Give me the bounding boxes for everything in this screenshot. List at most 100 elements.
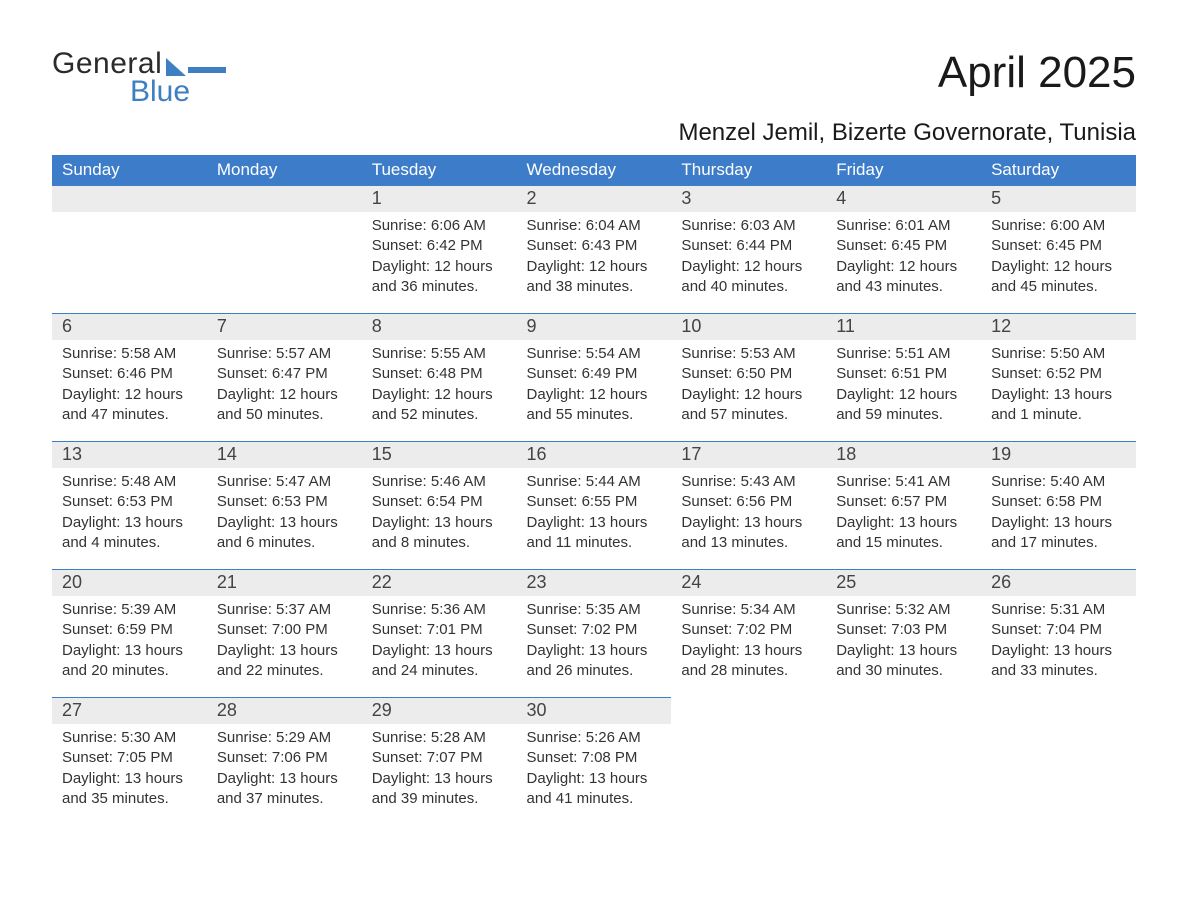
calendar-cell: 19Sunrise: 5:40 AMSunset: 6:58 PMDayligh… bbox=[981, 442, 1136, 570]
sunrise-text: Sunrise: 5:29 AM bbox=[217, 728, 352, 748]
calendar-week: 20Sunrise: 5:39 AMSunset: 6:59 PMDayligh… bbox=[52, 570, 1136, 698]
daylight-line2: and 36 minutes. bbox=[372, 277, 507, 297]
calendar-cell: 25Sunrise: 5:32 AMSunset: 7:03 PMDayligh… bbox=[826, 570, 981, 698]
day-number: 17 bbox=[671, 442, 826, 468]
calendar-cell: 12Sunrise: 5:50 AMSunset: 6:52 PMDayligh… bbox=[981, 314, 1136, 442]
sunset-text: Sunset: 7:01 PM bbox=[372, 620, 507, 640]
sunset-text: Sunset: 6:57 PM bbox=[836, 492, 971, 512]
day-number: 15 bbox=[362, 442, 517, 468]
daylight-line1: Daylight: 13 hours bbox=[62, 769, 197, 789]
calendar-week: 27Sunrise: 5:30 AMSunset: 7:05 PMDayligh… bbox=[52, 698, 1136, 826]
sunrise-text: Sunrise: 6:04 AM bbox=[527, 216, 662, 236]
daylight-line1: Daylight: 13 hours bbox=[991, 385, 1126, 405]
sunrise-text: Sunrise: 5:44 AM bbox=[527, 472, 662, 492]
daylight-line1: Daylight: 12 hours bbox=[62, 385, 197, 405]
day-details: Sunrise: 5:48 AMSunset: 6:53 PMDaylight:… bbox=[52, 468, 207, 561]
daylight-line1: Daylight: 13 hours bbox=[991, 641, 1126, 661]
day-number: 12 bbox=[981, 314, 1136, 340]
daylight-line1: Daylight: 13 hours bbox=[62, 641, 197, 661]
location-label: Menzel Jemil, Bizerte Governorate, Tunis… bbox=[52, 119, 1136, 147]
sunrise-text: Sunrise: 5:57 AM bbox=[217, 344, 352, 364]
daylight-line2: and 13 minutes. bbox=[681, 533, 816, 553]
day-number: 27 bbox=[52, 698, 207, 724]
sunset-text: Sunset: 6:46 PM bbox=[62, 364, 197, 384]
sunrise-text: Sunrise: 5:31 AM bbox=[991, 600, 1126, 620]
day-number: 3 bbox=[671, 186, 826, 212]
calendar-cell: 11Sunrise: 5:51 AMSunset: 6:51 PMDayligh… bbox=[826, 314, 981, 442]
daylight-line1: Daylight: 12 hours bbox=[836, 257, 971, 277]
day-number: 14 bbox=[207, 442, 362, 468]
sunset-text: Sunset: 7:07 PM bbox=[372, 748, 507, 768]
day-details: Sunrise: 5:26 AMSunset: 7:08 PMDaylight:… bbox=[517, 724, 672, 817]
day-details: Sunrise: 5:44 AMSunset: 6:55 PMDaylight:… bbox=[517, 468, 672, 561]
daylight-line2: and 52 minutes. bbox=[372, 405, 507, 425]
day-number: 7 bbox=[207, 314, 362, 340]
sunrise-text: Sunrise: 5:41 AM bbox=[836, 472, 971, 492]
day-number-blank bbox=[52, 186, 207, 212]
sunrise-text: Sunrise: 6:00 AM bbox=[991, 216, 1126, 236]
daylight-line2: and 38 minutes. bbox=[527, 277, 662, 297]
daylight-line1: Daylight: 12 hours bbox=[527, 385, 662, 405]
calendar-cell: 3Sunrise: 6:03 AMSunset: 6:44 PMDaylight… bbox=[671, 186, 826, 314]
daylight-line1: Daylight: 12 hours bbox=[681, 257, 816, 277]
calendar-week: 1Sunrise: 6:06 AMSunset: 6:42 PMDaylight… bbox=[52, 186, 1136, 314]
calendar-cell: 21Sunrise: 5:37 AMSunset: 7:00 PMDayligh… bbox=[207, 570, 362, 698]
daylight-line2: and 22 minutes. bbox=[217, 661, 352, 681]
day-number: 13 bbox=[52, 442, 207, 468]
day-number: 1 bbox=[362, 186, 517, 212]
day-details: Sunrise: 5:29 AMSunset: 7:06 PMDaylight:… bbox=[207, 724, 362, 817]
day-number: 10 bbox=[671, 314, 826, 340]
daylight-line1: Daylight: 13 hours bbox=[217, 641, 352, 661]
sunset-text: Sunset: 6:55 PM bbox=[527, 492, 662, 512]
day-number: 23 bbox=[517, 570, 672, 596]
daylight-line1: Daylight: 12 hours bbox=[681, 385, 816, 405]
sunrise-text: Sunrise: 5:28 AM bbox=[372, 728, 507, 748]
sunset-text: Sunset: 6:44 PM bbox=[681, 236, 816, 256]
logo-bar-icon bbox=[188, 67, 226, 73]
sunrise-text: Sunrise: 5:32 AM bbox=[836, 600, 971, 620]
daylight-line1: Daylight: 13 hours bbox=[836, 641, 971, 661]
daylight-line2: and 40 minutes. bbox=[681, 277, 816, 297]
calendar-cell: 26Sunrise: 5:31 AMSunset: 7:04 PMDayligh… bbox=[981, 570, 1136, 698]
calendar-week: 13Sunrise: 5:48 AMSunset: 6:53 PMDayligh… bbox=[52, 442, 1136, 570]
weekday-header: Sunday bbox=[52, 155, 207, 186]
day-number: 28 bbox=[207, 698, 362, 724]
day-details: Sunrise: 6:03 AMSunset: 6:44 PMDaylight:… bbox=[671, 212, 826, 305]
sunset-text: Sunset: 6:50 PM bbox=[681, 364, 816, 384]
sunset-text: Sunset: 6:47 PM bbox=[217, 364, 352, 384]
day-number: 26 bbox=[981, 570, 1136, 596]
sunset-text: Sunset: 7:08 PM bbox=[527, 748, 662, 768]
daylight-line2: and 26 minutes. bbox=[527, 661, 662, 681]
sunrise-text: Sunrise: 5:36 AM bbox=[372, 600, 507, 620]
day-number: 29 bbox=[362, 698, 517, 724]
calendar-cell: 28Sunrise: 5:29 AMSunset: 7:06 PMDayligh… bbox=[207, 698, 362, 826]
daylight-line2: and 28 minutes. bbox=[681, 661, 816, 681]
daylight-line2: and 43 minutes. bbox=[836, 277, 971, 297]
day-details: Sunrise: 6:06 AMSunset: 6:42 PMDaylight:… bbox=[362, 212, 517, 305]
sunrise-text: Sunrise: 5:37 AM bbox=[217, 600, 352, 620]
day-details: Sunrise: 5:51 AMSunset: 6:51 PMDaylight:… bbox=[826, 340, 981, 433]
calendar-cell: 18Sunrise: 5:41 AMSunset: 6:57 PMDayligh… bbox=[826, 442, 981, 570]
day-details: Sunrise: 5:58 AMSunset: 6:46 PMDaylight:… bbox=[52, 340, 207, 433]
daylight-line1: Daylight: 12 hours bbox=[836, 385, 971, 405]
calendar-cell: 7Sunrise: 5:57 AMSunset: 6:47 PMDaylight… bbox=[207, 314, 362, 442]
daylight-line1: Daylight: 13 hours bbox=[372, 641, 507, 661]
day-details: Sunrise: 5:50 AMSunset: 6:52 PMDaylight:… bbox=[981, 340, 1136, 433]
calendar-week: 6Sunrise: 5:58 AMSunset: 6:46 PMDaylight… bbox=[52, 314, 1136, 442]
sunrise-text: Sunrise: 5:53 AM bbox=[681, 344, 816, 364]
day-details: Sunrise: 5:30 AMSunset: 7:05 PMDaylight:… bbox=[52, 724, 207, 817]
weekday-header: Wednesday bbox=[517, 155, 672, 186]
day-number-blank bbox=[207, 186, 362, 212]
weekday-header: Friday bbox=[826, 155, 981, 186]
day-number: 11 bbox=[826, 314, 981, 340]
day-details: Sunrise: 5:55 AMSunset: 6:48 PMDaylight:… bbox=[362, 340, 517, 433]
day-number: 4 bbox=[826, 186, 981, 212]
calendar-cell: 1Sunrise: 6:06 AMSunset: 6:42 PMDaylight… bbox=[362, 186, 517, 314]
sunset-text: Sunset: 6:54 PM bbox=[372, 492, 507, 512]
daylight-line2: and 4 minutes. bbox=[62, 533, 197, 553]
calendar-cell: 22Sunrise: 5:36 AMSunset: 7:01 PMDayligh… bbox=[362, 570, 517, 698]
day-details: Sunrise: 5:57 AMSunset: 6:47 PMDaylight:… bbox=[207, 340, 362, 433]
day-number: 24 bbox=[671, 570, 826, 596]
day-details: Sunrise: 5:47 AMSunset: 6:53 PMDaylight:… bbox=[207, 468, 362, 561]
calendar-cell bbox=[826, 698, 981, 826]
